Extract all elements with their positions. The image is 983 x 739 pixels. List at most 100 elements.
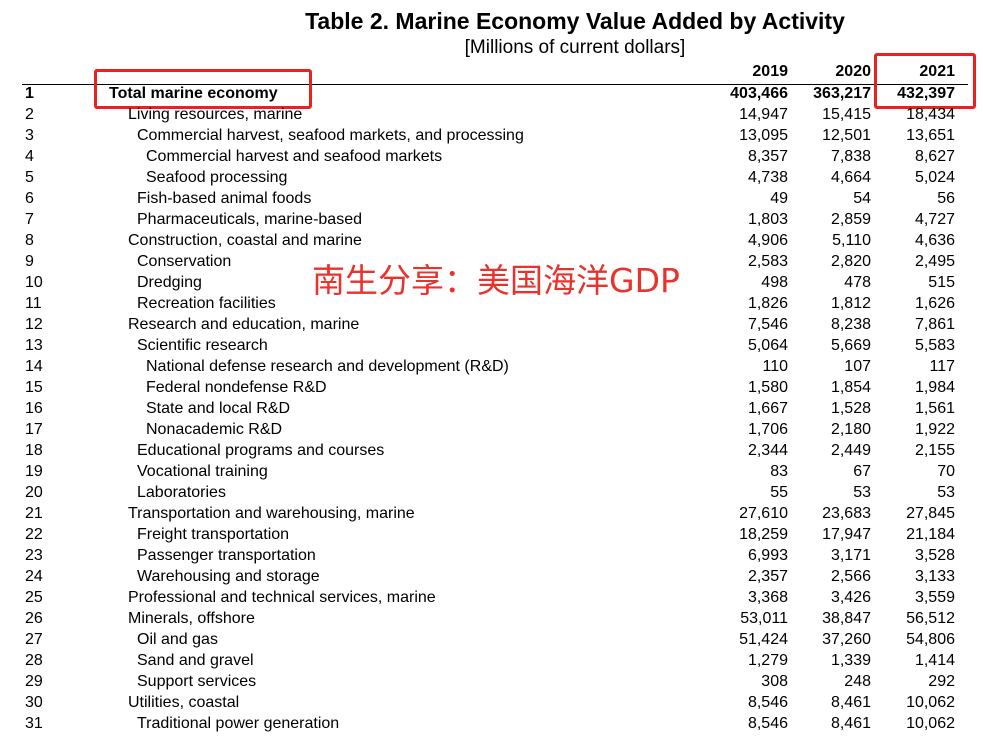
- cell-value: 5,110: [832, 232, 871, 249]
- cell-value: 54: [853, 190, 871, 207]
- row-number: 28: [25, 652, 43, 669]
- row-number: 20: [25, 484, 43, 501]
- cell-value: 4,727: [914, 211, 955, 228]
- cell-value: 53: [937, 484, 955, 501]
- cell-value: 4,906: [747, 232, 788, 249]
- cell-value: 12,501: [822, 127, 871, 144]
- cell-value: 1,826: [747, 295, 788, 312]
- cell-value: 2,495: [914, 253, 955, 270]
- cell-value: 15,415: [822, 106, 871, 123]
- row-number: 8: [25, 232, 34, 249]
- row-number: 5: [25, 169, 34, 186]
- cell-value: 18,434: [906, 106, 955, 123]
- cell-value: 1,626: [914, 295, 955, 312]
- row-number: 19: [25, 463, 43, 480]
- cell-value: 2,859: [830, 211, 871, 228]
- row-label: Utilities, coastal: [128, 694, 240, 711]
- cell-value: 3,528: [914, 547, 955, 564]
- cell-value: 107: [844, 358, 871, 375]
- table-title: Table 2. Marine Economy Value Added by A…: [305, 8, 845, 34]
- row-number: 6: [25, 190, 34, 207]
- cell-value: 56: [937, 190, 955, 207]
- column-header: 2019: [752, 63, 788, 80]
- row-label: Laboratories: [137, 484, 226, 501]
- cell-value: 6,993: [747, 547, 788, 564]
- cell-value: 8,461: [830, 694, 871, 711]
- cell-value: 1,854: [830, 379, 871, 396]
- row-number: 4: [25, 148, 34, 165]
- cell-value: 55: [770, 484, 788, 501]
- cell-value: 23,683: [822, 505, 871, 522]
- cell-value: 37,260: [822, 631, 871, 648]
- cell-value: 2,820: [830, 253, 871, 270]
- cell-value: 2,449: [830, 442, 871, 459]
- cell-value: 27,610: [739, 505, 788, 522]
- cell-value: 292: [928, 673, 955, 690]
- cell-value: 5,583: [914, 337, 955, 354]
- row-label: Living resources, marine: [128, 106, 303, 123]
- row-label: Seafood processing: [146, 169, 288, 186]
- cell-value: 3,559: [914, 589, 955, 606]
- row-label: National defense research and developmen…: [146, 358, 509, 375]
- cell-value: 1,803: [747, 211, 788, 228]
- cell-value: 1,580: [747, 379, 788, 396]
- cell-value: 83: [770, 463, 788, 480]
- row-label: Minerals, offshore: [128, 610, 255, 627]
- highlight-box: [94, 69, 312, 109]
- row-number: 7: [25, 211, 34, 228]
- cell-value: 18,259: [739, 526, 788, 543]
- row-label: Traditional power generation: [137, 715, 340, 732]
- cell-value: 1,667: [747, 400, 788, 417]
- column-header: 2020: [835, 63, 871, 80]
- highlight-box: [874, 53, 976, 109]
- row-label: Passenger transportation: [137, 547, 316, 564]
- row-label: Educational programs and courses: [137, 442, 385, 459]
- cell-value: 10,062: [906, 715, 955, 732]
- cell-value: 56,512: [906, 610, 955, 627]
- table-subtitle: [Millions of current dollars]: [464, 37, 686, 58]
- row-number: 25: [25, 589, 43, 606]
- cell-value: 2,180: [830, 421, 871, 438]
- row-number: 9: [25, 253, 34, 270]
- header-rule: [22, 84, 968, 85]
- cell-value: 1,812: [830, 295, 871, 312]
- row-number: 15: [25, 379, 43, 396]
- row-label: Vocational training: [137, 463, 268, 480]
- cell-value: 8,627: [914, 148, 955, 165]
- row-number: 12: [25, 316, 43, 333]
- cell-value: 7,546: [747, 316, 788, 333]
- row-number: 10: [25, 274, 43, 291]
- cell-value: 67: [853, 463, 871, 480]
- cell-value: 1,528: [830, 400, 871, 417]
- cell-value: 14,947: [739, 106, 788, 123]
- cell-value: 7,838: [830, 148, 871, 165]
- row-number: 21: [25, 505, 43, 522]
- cell-value: 13,651: [906, 127, 955, 144]
- cell-value: 478: [844, 274, 871, 291]
- cell-value: 308: [761, 673, 788, 690]
- cell-value: 3,368: [747, 589, 788, 606]
- row-label: Warehousing and storage: [137, 568, 320, 585]
- cell-value: 1,984: [914, 379, 955, 396]
- row-number: 29: [25, 673, 43, 690]
- cell-value: 498: [761, 274, 788, 291]
- row-number: 16: [25, 400, 43, 417]
- row-number: 26: [25, 610, 43, 627]
- cell-value: 403,466: [730, 85, 788, 102]
- cell-value: 248: [844, 673, 871, 690]
- cell-value: 117: [929, 358, 955, 375]
- row-label: Commercial harvest, seafood markets, and…: [137, 127, 524, 144]
- row-label: Dredging: [137, 274, 202, 291]
- cell-value: 53,011: [740, 610, 788, 627]
- row-number: 13: [25, 337, 43, 354]
- cell-value: 53: [853, 484, 871, 501]
- row-label: Construction, coastal and marine: [128, 232, 362, 249]
- row-number: 2: [25, 106, 34, 123]
- cell-value: 8,461: [830, 715, 871, 732]
- row-number: 1: [25, 85, 34, 102]
- row-label: Research and education, marine: [128, 316, 360, 333]
- cell-value: 7,861: [914, 316, 955, 333]
- cell-value: 1,706: [747, 421, 788, 438]
- cell-value: 10,062: [906, 694, 955, 711]
